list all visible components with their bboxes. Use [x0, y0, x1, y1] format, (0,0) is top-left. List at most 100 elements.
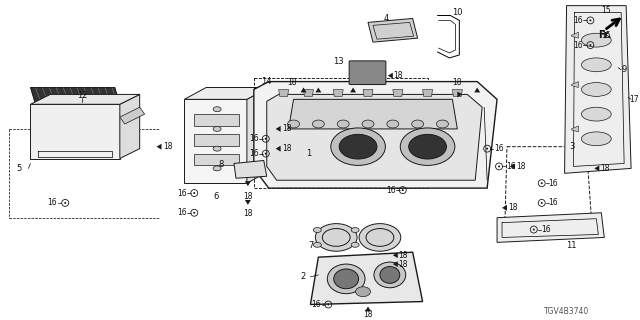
Polygon shape — [310, 252, 422, 305]
Polygon shape — [31, 94, 140, 104]
Polygon shape — [254, 82, 497, 188]
Ellipse shape — [582, 107, 611, 121]
Circle shape — [541, 182, 543, 184]
Polygon shape — [195, 114, 239, 126]
Text: 8: 8 — [218, 160, 224, 169]
Ellipse shape — [582, 132, 611, 146]
Polygon shape — [502, 205, 507, 211]
Polygon shape — [303, 90, 314, 96]
Polygon shape — [31, 104, 120, 158]
Ellipse shape — [409, 134, 447, 159]
Ellipse shape — [287, 120, 300, 128]
Polygon shape — [267, 94, 482, 180]
Circle shape — [64, 202, 66, 204]
Text: 16: 16 — [573, 16, 583, 25]
Ellipse shape — [327, 264, 365, 294]
Circle shape — [486, 148, 488, 150]
Text: 16: 16 — [541, 225, 550, 234]
Text: 18: 18 — [516, 162, 525, 171]
Ellipse shape — [314, 242, 321, 247]
Circle shape — [265, 138, 267, 140]
Ellipse shape — [400, 128, 455, 165]
Polygon shape — [301, 87, 307, 92]
Polygon shape — [234, 161, 267, 178]
Text: 14: 14 — [262, 77, 272, 86]
Text: 18: 18 — [600, 164, 610, 173]
Text: 18: 18 — [398, 251, 408, 260]
Polygon shape — [564, 6, 631, 173]
Text: 9: 9 — [621, 65, 627, 74]
Polygon shape — [333, 90, 343, 96]
Text: 5: 5 — [16, 164, 21, 173]
Ellipse shape — [331, 128, 385, 165]
Ellipse shape — [316, 224, 357, 251]
Polygon shape — [365, 307, 371, 311]
Text: 16: 16 — [312, 300, 321, 309]
Text: 16: 16 — [494, 144, 504, 153]
Polygon shape — [195, 134, 239, 146]
Ellipse shape — [314, 228, 321, 233]
Ellipse shape — [436, 120, 449, 128]
Text: 16: 16 — [249, 149, 259, 158]
Text: 13: 13 — [333, 57, 344, 66]
Circle shape — [541, 202, 543, 204]
Polygon shape — [393, 252, 398, 258]
FancyBboxPatch shape — [349, 61, 386, 84]
Polygon shape — [276, 126, 281, 132]
Text: 18: 18 — [398, 260, 408, 268]
Text: 7: 7 — [308, 241, 314, 250]
Polygon shape — [458, 92, 462, 97]
Circle shape — [327, 304, 330, 306]
Polygon shape — [245, 181, 251, 186]
Ellipse shape — [380, 267, 400, 283]
Polygon shape — [497, 213, 604, 242]
Text: 18: 18 — [393, 71, 403, 80]
Polygon shape — [452, 90, 462, 96]
Text: 18: 18 — [282, 144, 291, 153]
Text: 11: 11 — [566, 241, 577, 250]
Circle shape — [589, 20, 591, 21]
Polygon shape — [289, 99, 458, 129]
Text: 10: 10 — [452, 8, 463, 17]
Ellipse shape — [339, 134, 377, 159]
Text: 16: 16 — [177, 188, 187, 197]
Text: 6: 6 — [213, 191, 219, 201]
Ellipse shape — [582, 33, 611, 47]
Text: 18: 18 — [163, 142, 172, 151]
Text: 16: 16 — [548, 198, 557, 207]
Polygon shape — [184, 99, 247, 183]
Polygon shape — [368, 19, 418, 42]
Polygon shape — [157, 144, 161, 150]
Circle shape — [532, 228, 535, 230]
Circle shape — [402, 189, 404, 191]
Ellipse shape — [213, 126, 221, 132]
Ellipse shape — [582, 83, 611, 96]
Text: Fr.: Fr. — [598, 30, 611, 40]
Polygon shape — [316, 87, 321, 92]
Text: 16: 16 — [177, 208, 187, 217]
Polygon shape — [195, 154, 239, 165]
Polygon shape — [422, 90, 433, 96]
Text: 18: 18 — [508, 203, 518, 212]
Polygon shape — [474, 87, 480, 92]
Polygon shape — [393, 90, 403, 96]
Ellipse shape — [387, 120, 399, 128]
Polygon shape — [595, 165, 599, 171]
Text: 18: 18 — [243, 209, 253, 218]
Text: 16: 16 — [573, 41, 583, 50]
Polygon shape — [572, 82, 579, 87]
Text: 18: 18 — [243, 191, 253, 201]
Polygon shape — [247, 87, 269, 183]
Circle shape — [193, 192, 195, 194]
Polygon shape — [388, 73, 393, 79]
Polygon shape — [572, 32, 579, 38]
Ellipse shape — [312, 120, 324, 128]
Polygon shape — [120, 94, 140, 158]
Text: 18: 18 — [452, 78, 462, 87]
Polygon shape — [350, 87, 356, 92]
Polygon shape — [510, 164, 515, 169]
Ellipse shape — [337, 120, 349, 128]
Circle shape — [265, 153, 267, 155]
Text: 16: 16 — [386, 186, 396, 195]
Polygon shape — [572, 126, 579, 132]
